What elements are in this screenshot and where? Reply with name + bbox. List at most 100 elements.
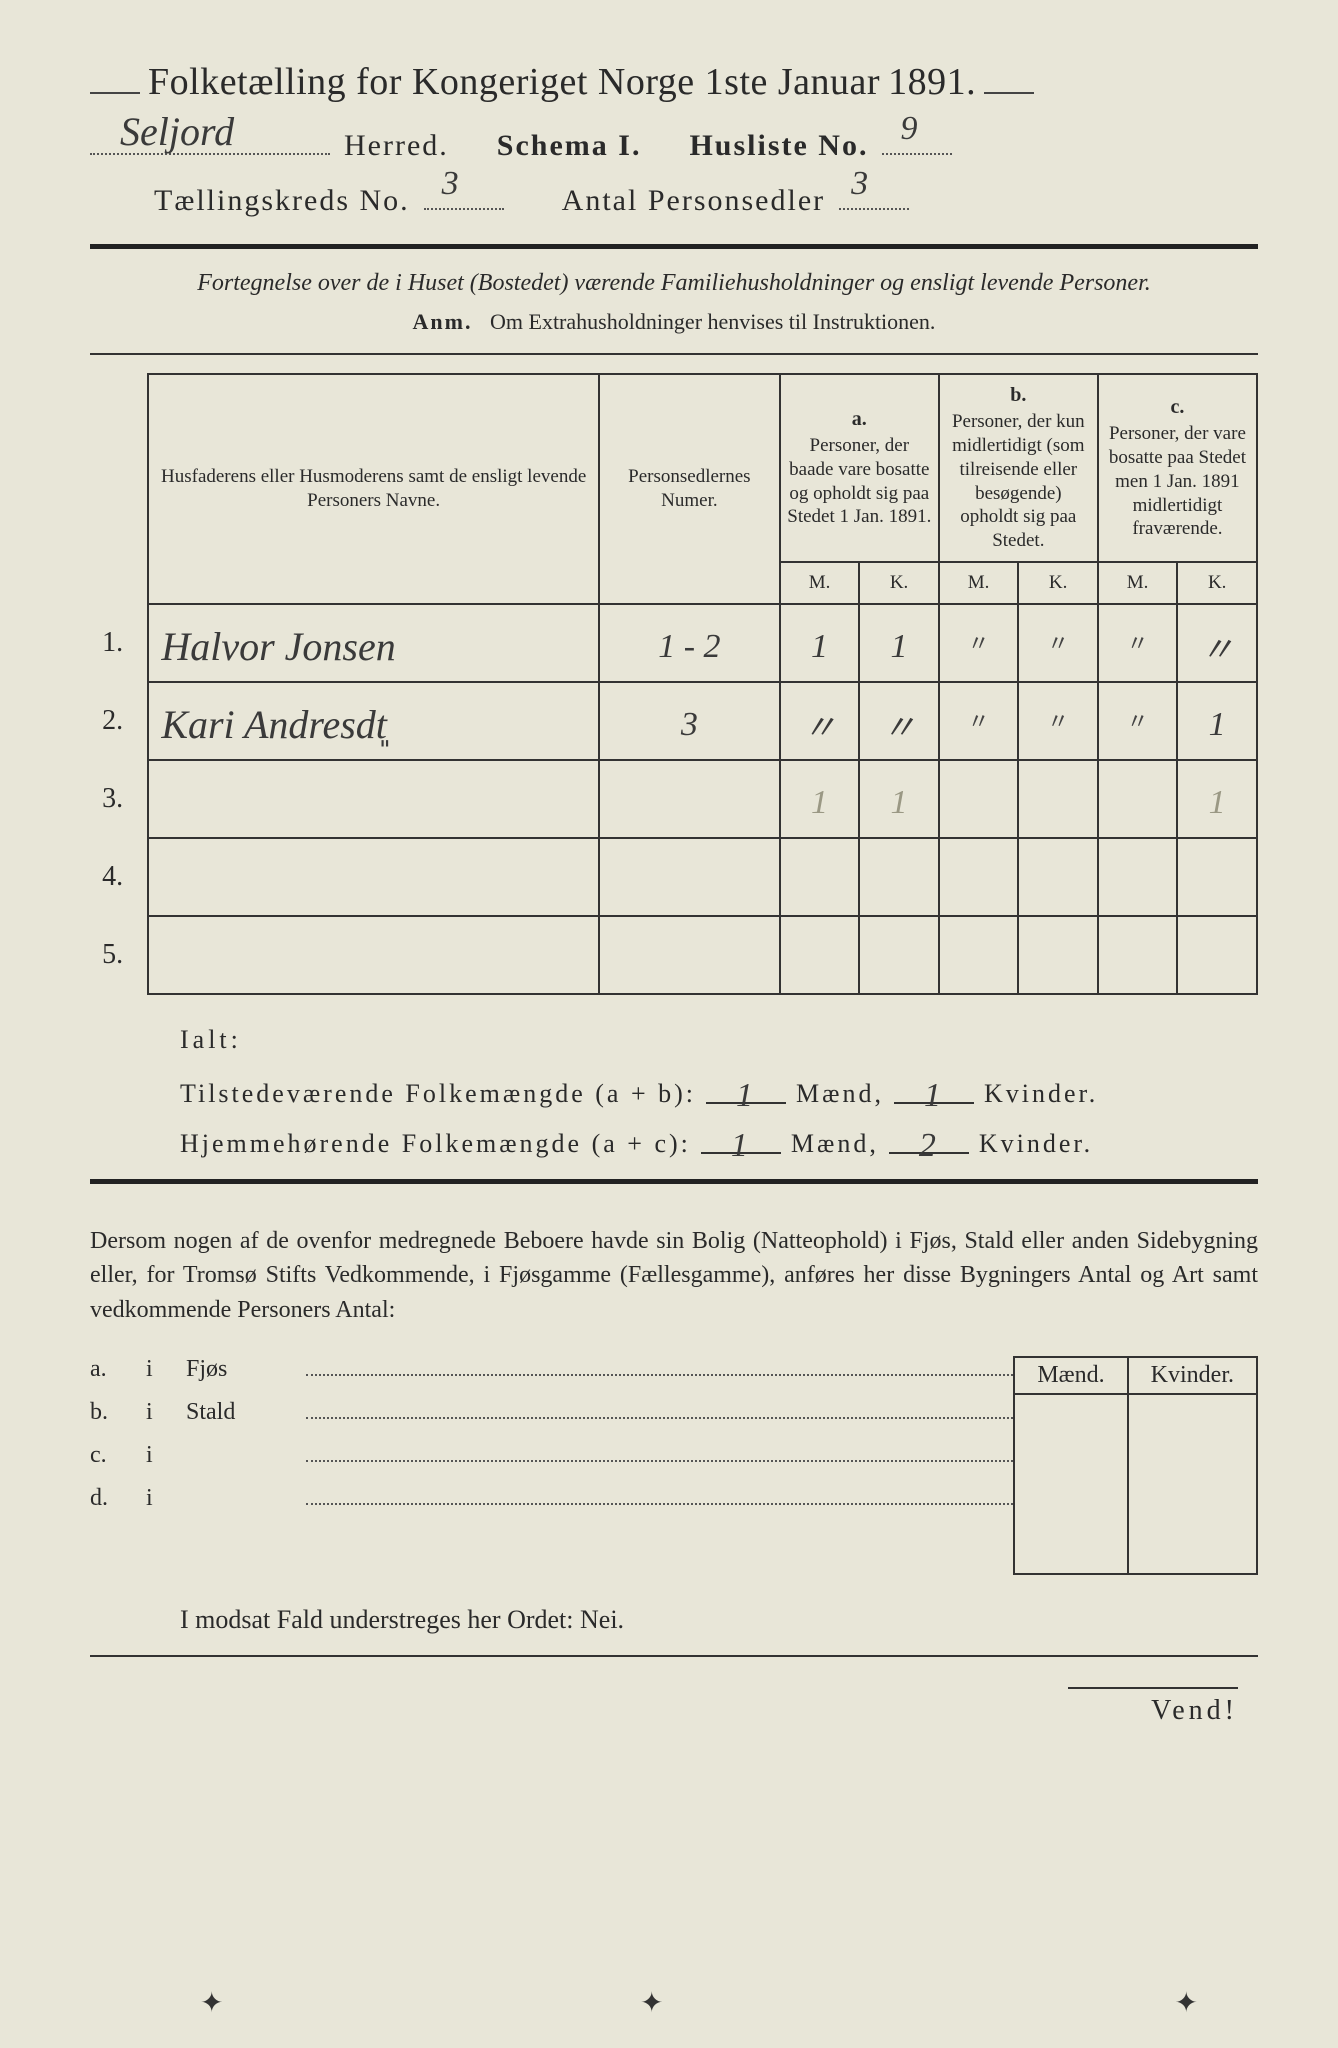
lower-row: a.iFjøs [90,1356,1013,1383]
th-b-k: K. [1018,562,1098,604]
anm-text: Om Extrahusholdninger henvises til Instr… [490,309,935,334]
row-num: 3. [90,760,148,838]
row-num: 5. [90,916,148,994]
th-a-m: M. [780,562,860,604]
mk-maend: Mænd. [1014,1357,1127,1394]
title-line: Folketælling for Kongeriget Norge 1ste J… [90,60,1258,104]
name-cell [148,916,599,994]
a-k [859,838,939,916]
numer-cell [599,916,780,994]
anm-line: Anm. Om Extrahusholdninger henvises til … [90,309,1258,335]
th-c-m: M. [1098,562,1178,604]
lower-a: a. [90,1356,126,1383]
rule-4 [90,1655,1258,1657]
ialt-block: Ialt: Tilstedeværende Folkemængde (a + b… [180,1025,1258,1159]
table-row: 4. [90,838,1257,916]
a-m: 〃 [780,682,860,760]
a-m: 1 [780,604,860,682]
a-m [780,838,860,916]
table-row: 5. [90,916,1257,994]
mark-icon: ✦ [1175,1986,1198,2020]
lower-i: i [146,1485,166,1512]
ialt-label: Ialt: [180,1025,1258,1055]
lower-i: i [146,1399,166,1426]
kreds-label: Tællingskreds No. [154,184,410,218]
lower-left: a.iFjøsb.iStaldc.id.i [90,1356,1013,1575]
c-k: 〃 [1177,604,1257,682]
th-c-k: K. [1177,562,1257,604]
sum-line-1: Tilstedeværende Folkemængde (a + b): 1 M… [180,1073,1258,1109]
mark-icon: ✦ [640,1986,663,2020]
row-num: 2. [90,682,148,760]
table-body: 1.Halvor Jonsen1 - 211〃〃〃〃2.Kari Andresd… [90,604,1257,994]
name-cell [148,760,599,838]
paragraph: Dersom nogen af de ovenfor medregnede Be… [90,1224,1258,1328]
a-k: 〃 [859,682,939,760]
b-k [1018,838,1098,916]
table-row: 3.111 [90,760,1257,838]
c-k [1177,838,1257,916]
table-row: 2.Kari Andresdt͈3〃〃〃〃〃1 [90,682,1257,760]
herred-label: Herred. [344,129,449,163]
nei-line: I modsat Fald understreges her Ordet: Ne… [180,1605,1258,1635]
husliste-label: Husliste No. [689,129,868,163]
th-a: a. Personer, der baade vare bosatte og o… [780,374,939,562]
numer-cell: 3 [599,682,780,760]
b-m: 〃 [939,604,1019,682]
l1-k: 1 [924,1077,944,1106]
a-m: 1 [780,760,860,838]
c-k: 1 [1177,682,1257,760]
th-c: c. Personer, der vare bosatte paa Stedet… [1098,374,1257,562]
numer-cell [599,760,780,838]
th-names: Husfaderens eller Husmoderens samt de en… [148,374,599,603]
schema-label: Schema I. [497,129,642,163]
b-k [1018,916,1098,994]
vend-text: Vend! [1151,1695,1238,1726]
a-k [859,916,939,994]
l1-m: 1 [736,1077,756,1106]
b-k: 〃 [1018,682,1098,760]
anm-label: Anm. [413,309,473,334]
lower-i: i [146,1356,166,1383]
lower-name: Stald [186,1399,286,1426]
row-num: 4. [90,838,148,916]
mark-icon: ✦ [200,1986,223,2020]
table-row: 1.Halvor Jonsen1 - 211〃〃〃〃 [90,604,1257,682]
rule-1 [90,244,1258,249]
c-m [1098,838,1178,916]
c-m [1098,760,1178,838]
lower-row: c.i [90,1442,1013,1469]
name-cell: Kari Andresdt͈ [148,682,599,760]
title-prefix: Folketælling for Kongeriget Norge 1ste J… [148,60,880,104]
rule-2 [90,353,1258,355]
lower-grid: a.iFjøsb.iStaldc.id.i Mænd. Kvinder. [90,1356,1258,1575]
th-a-k: K. [859,562,939,604]
l2-k: 2 [919,1127,939,1156]
lower-row: b. i Stald [90,1399,1013,1426]
vend-block: Vend! [90,1687,1258,1727]
l2-m: 1 [731,1127,751,1156]
lower-row: d.i [90,1485,1013,1512]
kreds-no: 3 [442,165,459,203]
b-m [939,760,1019,838]
a-k: 1 [859,604,939,682]
a-m [780,916,860,994]
antal-no: 3 [851,165,868,203]
th-b-m: M. [939,562,1019,604]
lower-i: i [146,1442,166,1469]
c-m [1098,916,1178,994]
census-table: Husfaderens eller Husmoderens samt de en… [90,373,1258,994]
b-m [939,838,1019,916]
rule-3 [90,1179,1258,1184]
husliste-no: 9 [900,110,917,148]
lower-a: b. [90,1399,126,1426]
header-block: Folketælling for Kongeriget Norge 1ste J… [90,60,1258,218]
name-cell [148,838,599,916]
b-k: 〃 [1018,604,1098,682]
intro-text: Fortegnelse over de i Huset (Bostedet) v… [90,267,1258,299]
b-m: 〃 [939,682,1019,760]
title-year: 1891. [888,60,976,104]
sum-line-2: Hjemmehørende Folkemængde (a + c): 1 Mæn… [180,1123,1258,1159]
row-num: 1. [90,604,148,682]
header-line-2: Seljord Herred. Schema I. Husliste No. 9 [90,122,1258,163]
